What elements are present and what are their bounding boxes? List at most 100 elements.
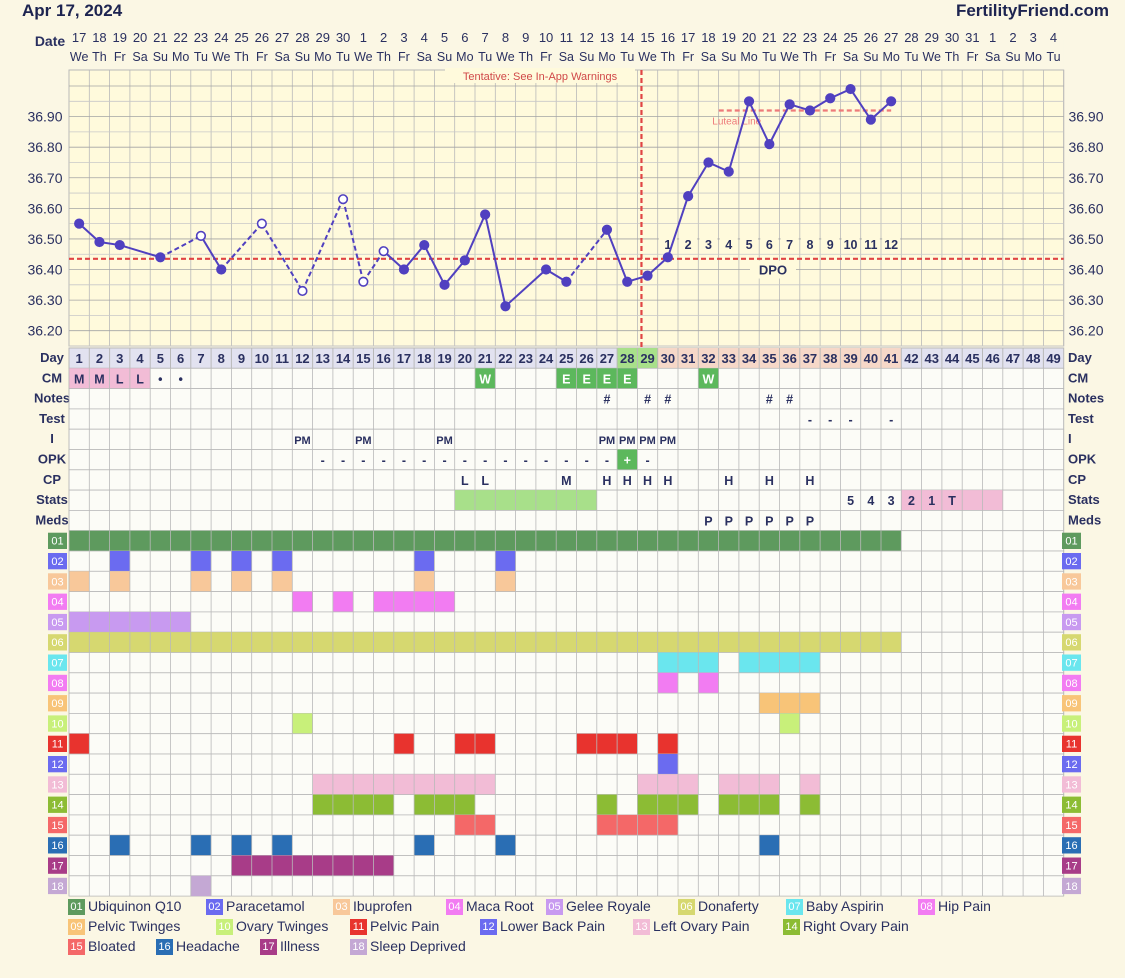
date-label: 19 [722,30,736,45]
obs-cell-text: # [644,393,651,407]
legend-item: 08 Hip Pain [918,898,991,916]
date-label: 20 [742,30,756,45]
symptom-cell [190,530,212,551]
obs-cell-text: P [704,514,712,528]
cycle-day-number: 12 [295,351,309,366]
symptom-cell [312,530,333,551]
symptom-code-badge-right [1062,816,1081,834]
symptom-cell [373,774,394,795]
symptom-cell [596,632,618,653]
obs-cell-text: L [116,372,124,386]
temperature-line-segment [423,244,446,286]
symptom-code-left: 18 [51,881,63,893]
weekday-label: Sa [132,50,147,64]
obs-row-label-right: Stats [1068,492,1100,507]
symptom-code-left: 02 [51,556,63,568]
brand-logo-text[interactable]: FertilityFriend.com [955,1,1109,20]
cycle-day-number: 8 [218,351,225,366]
weekday-label: Sa [559,50,574,64]
cycle-day-number: 22 [498,351,512,366]
dpo-label-bg [750,260,796,279]
obs-cell-text: + [624,454,631,468]
symptom-code-badge-right [1062,857,1081,874]
legend-code: 10 [216,919,233,935]
symptom-cell [657,672,678,694]
legend-code: 17 [260,939,277,955]
obs-cell-bg [617,449,638,470]
temperature-point [419,239,430,251]
symptom-cell [414,835,435,856]
symptom-code-badge-right [1062,634,1081,651]
dpo-number-bg [861,236,880,251]
obs-cell-text: H [663,474,672,488]
symptom-code-right: 12 [1065,759,1077,771]
legend-code: 06 [678,899,695,915]
temperature-point [216,264,227,275]
obs-cell-bg [475,490,496,511]
obs-row-label-left: Test [39,411,65,426]
obs-cell-bg [556,490,577,511]
symptom-cell [332,774,354,795]
symptom-cell [414,551,435,572]
weekday-label: Su [579,50,594,64]
cycle-day-number: 43 [925,351,939,366]
symptom-cell [475,733,496,754]
day-cell-bg [738,348,760,369]
temperature-point [764,139,775,150]
symptom-cell [393,733,415,754]
legend-label: Lower Back Pain [500,918,606,934]
legend-label: Left Ovary Pain [653,918,750,934]
symptom-cell [799,794,821,815]
temperature-point [804,105,816,116]
date-label: 11 [560,30,574,45]
obs-cell-text: T [948,494,956,508]
cycle-day-number: 7 [197,351,204,366]
cycle-day-number: 40 [864,351,878,366]
obs-cell-text: PM [294,435,311,447]
symptom-code-right: 17 [1065,861,1077,873]
symptom-cell [353,855,374,876]
symptom-code-badge-right [1062,532,1081,549]
date-label: 30 [336,30,350,45]
dpo-number: 3 [705,238,712,252]
legend-item: 06 Donaferty [678,898,759,916]
symptom-cell [454,774,475,795]
legend-label: Headache [176,938,240,954]
y-tick-label-right: 36.60 [1068,200,1103,216]
symptom-cell [617,632,638,653]
obs-cell-text: H [724,474,733,488]
legend-label: Pelvic Pain [370,918,440,934]
symptom-row [68,692,1065,714]
warning-banner-bg [445,68,635,83]
obs-cell-text: - [463,454,467,468]
cycle-day-number: 17 [397,351,411,366]
obs-row [68,388,1065,410]
day-cell-bg [637,348,658,369]
obs-cell-text: - [321,454,325,468]
temperature-point [439,279,450,290]
obs-cell-text: M [561,474,571,488]
date-label: 28 [295,30,309,45]
cycle-day-number: 29 [640,351,654,366]
legend-item: 04 Maca Root [446,898,534,916]
legend-label: Ibuprofen [353,898,413,914]
dpo-number-bg [658,236,677,251]
obs-cell-bg [576,490,597,511]
obs-cell-text: H [623,474,632,488]
symptom-code-badge-right [1062,674,1081,692]
obs-cell-text: W [703,372,715,386]
obs-cell-text: - [544,454,548,468]
symptom-cell [657,632,678,653]
legend-item: 14 Right Ovary Pain [783,918,909,936]
symptom-row [68,713,1065,735]
obs-cell-text: # [603,393,610,407]
temperature-point [622,276,633,287]
symptom-cell [657,814,678,836]
obs-row-label-right: Meds [1068,512,1101,527]
temperature-point [195,230,207,241]
symptom-cell [881,632,902,653]
obs-row-label-left: OPK [38,452,67,467]
dpo-number-bg [699,236,718,251]
symptom-cell [617,530,638,551]
fertility-chart: Date 17We18Th19Fr20Sa21Su22Mo23Tu24We25Th… [27,30,1104,898]
